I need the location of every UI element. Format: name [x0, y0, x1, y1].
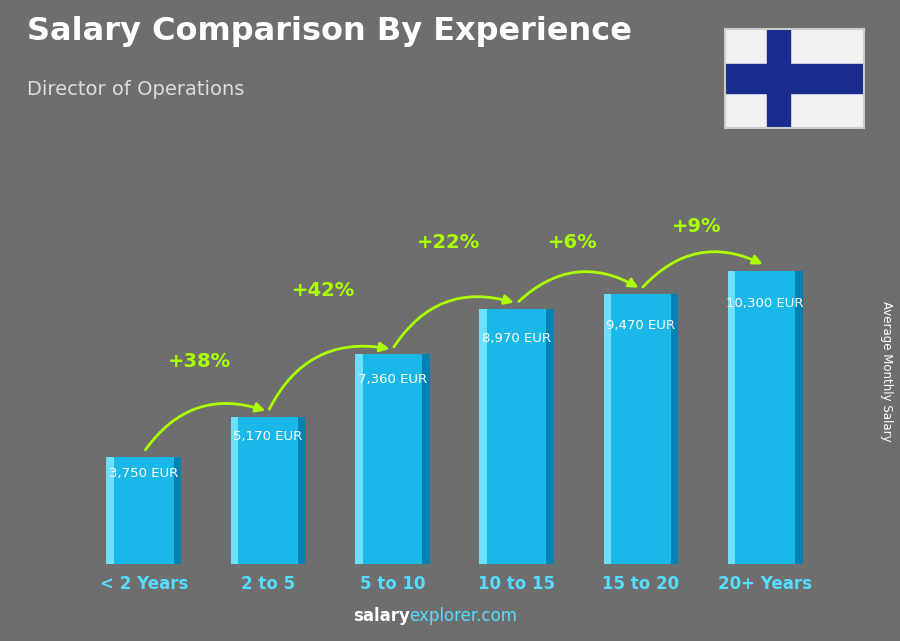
Bar: [356, 354, 363, 564]
Text: 10,300 EUR: 10,300 EUR: [726, 297, 804, 310]
Text: 9,470 EUR: 9,470 EUR: [607, 319, 675, 331]
Bar: [724, 63, 864, 94]
Bar: [298, 417, 305, 564]
Bar: [767, 29, 790, 128]
Bar: [480, 308, 487, 564]
Bar: [604, 294, 611, 564]
Text: 5,170 EUR: 5,170 EUR: [233, 430, 302, 443]
Bar: [795, 271, 803, 564]
Text: Salary Comparison By Experience: Salary Comparison By Experience: [27, 16, 632, 47]
Bar: [728, 271, 735, 564]
Bar: [480, 308, 554, 564]
Bar: [356, 354, 429, 564]
Text: explorer.com: explorer.com: [410, 607, 518, 625]
Bar: [230, 417, 305, 564]
Text: 8,970 EUR: 8,970 EUR: [482, 331, 551, 344]
Bar: [106, 457, 114, 564]
Bar: [670, 294, 679, 564]
Text: +42%: +42%: [292, 281, 356, 300]
Bar: [106, 457, 181, 564]
Text: Average Monthly Salary: Average Monthly Salary: [880, 301, 893, 442]
Text: +22%: +22%: [417, 233, 480, 251]
Text: Director of Operations: Director of Operations: [27, 80, 245, 99]
Text: 7,360 EUR: 7,360 EUR: [358, 373, 427, 387]
Text: +9%: +9%: [672, 217, 722, 237]
Bar: [230, 417, 238, 564]
Text: 3,750 EUR: 3,750 EUR: [109, 467, 178, 480]
Text: +38%: +38%: [168, 352, 231, 371]
Bar: [604, 294, 679, 564]
Text: +6%: +6%: [548, 233, 598, 251]
Bar: [728, 271, 803, 564]
Bar: [546, 308, 554, 564]
Bar: [422, 354, 429, 564]
Bar: [174, 457, 181, 564]
Text: salary: salary: [353, 607, 410, 625]
